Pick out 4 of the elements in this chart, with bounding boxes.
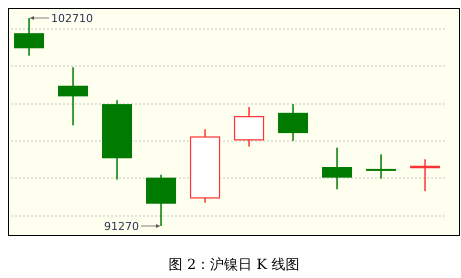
annotation: 91270 (104, 220, 140, 233)
text: 图 2：沪镍日 K 线图 (168, 256, 300, 274)
candlestick (366, 154, 396, 180)
annotation: 102710 (51, 12, 94, 25)
